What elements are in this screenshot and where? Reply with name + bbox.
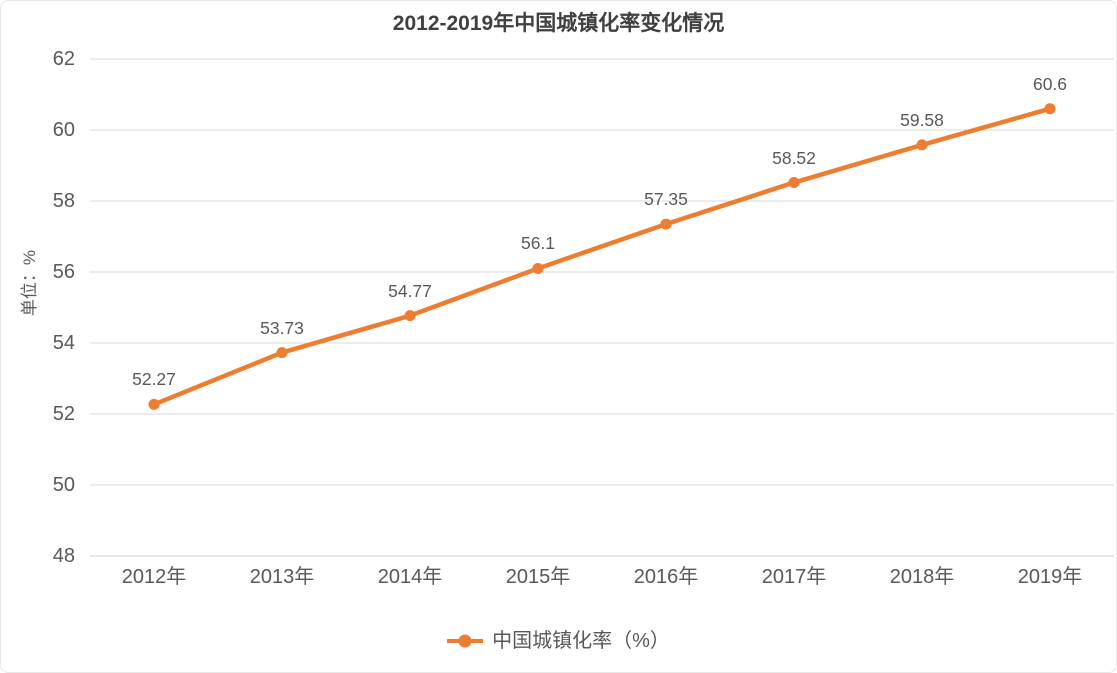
data-point-label: 52.27 — [132, 369, 176, 390]
data-point-marker — [788, 177, 800, 189]
data-point-marker — [660, 218, 672, 230]
legend: 中国城镇化率（%） — [1, 628, 1116, 654]
y-tick-label: 48 — [52, 545, 75, 567]
y-tick-label: 56 — [52, 261, 75, 283]
x-tick-label: 2016年 — [633, 566, 699, 588]
data-point-label: 60.6 — [1032, 73, 1068, 94]
x-tick-label: 2012年 — [121, 566, 187, 588]
y-tick-label: 50 — [52, 474, 75, 496]
data-point-label: 56.1 — [520, 233, 556, 254]
series-line — [151, 106, 1053, 407]
data-point-marker — [404, 310, 416, 322]
y-tick-label: 52 — [52, 403, 75, 425]
chart-title: 2012-2019年中国城镇化率变化情况 — [392, 12, 725, 35]
x-tick-label: 2015年 — [505, 566, 571, 588]
data-point-label: 54.77 — [388, 280, 432, 301]
data-point-marker — [532, 262, 544, 274]
data-point-label: 59.58 — [900, 109, 944, 130]
y-tick-label: 58 — [52, 190, 75, 212]
x-tick-label: 2017年 — [761, 566, 827, 588]
x-tick-label: 2018年 — [889, 566, 955, 588]
legend-label: 中国城镇化率（%） — [492, 630, 670, 652]
y-tick-label: 54 — [52, 332, 75, 354]
data-point-label: 53.73 — [260, 317, 304, 338]
x-tick-label: 2013年 — [249, 566, 315, 588]
data-point-marker — [1044, 103, 1056, 115]
legend-line-marker-icon — [447, 634, 484, 648]
y-tick-label: 60 — [52, 119, 75, 141]
data-point-label: 58.52 — [772, 147, 816, 168]
data-point-marker — [276, 347, 288, 359]
y-tick-label: 62 — [52, 48, 75, 70]
x-tick-label: 2019年 — [1017, 566, 1083, 588]
x-tick-label: 2014年 — [377, 566, 443, 588]
data-point-label: 57.35 — [644, 189, 688, 210]
data-point-marker — [148, 398, 160, 410]
data-point-marker — [916, 139, 928, 151]
